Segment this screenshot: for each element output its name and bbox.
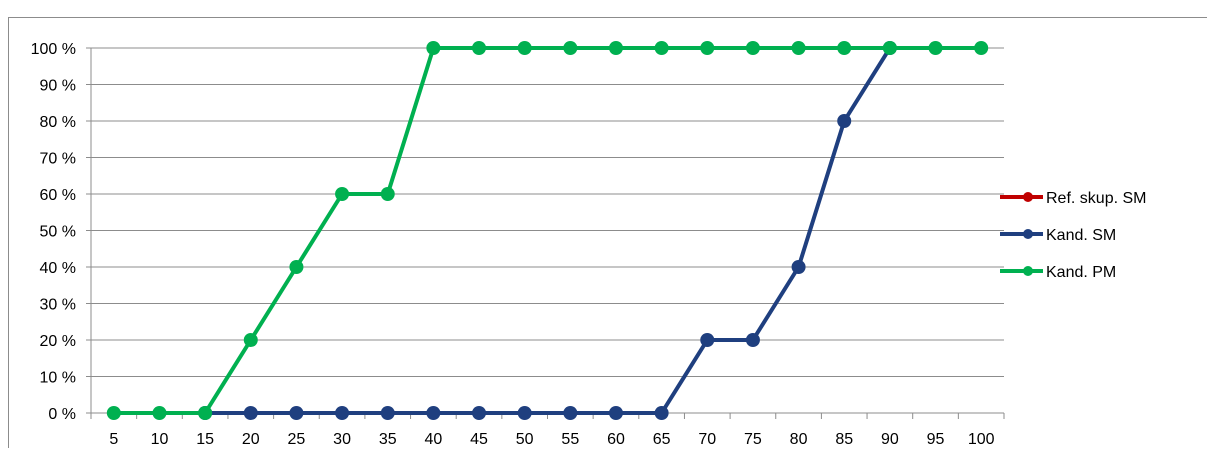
data-point [791,41,806,55]
series-group [106,41,989,420]
x-axis-tick-labels: 5 10 15 20 25 30 35 40 45 50 55 60 65 70 75 80 85 90 95 100 [109,431,994,448]
data-point [335,187,350,201]
data-point [426,406,441,420]
grid-lines [91,47,1004,377]
data-point [608,406,623,420]
x-tick-label: 65 [653,431,671,448]
x-tick-label: 80 [790,431,808,448]
x-tick-label: 20 [242,431,260,448]
data-point [745,41,760,55]
legend-swatch-marker [1023,229,1033,239]
series-line [113,46,982,415]
x-tick-label: 25 [288,431,306,448]
data-point [243,406,258,420]
x-tick-label: 15 [196,431,214,448]
data-point [243,333,258,347]
legend-item: Kand. SM [1000,227,1116,244]
x-tick-label: 45 [470,431,488,448]
y-tick-label: 100 % [31,41,76,58]
x-tick-label: 50 [516,431,534,448]
y-tick-label: 90 % [40,78,76,95]
y-tick-label: 40 % [40,260,76,277]
legend-swatch-marker [1023,266,1033,276]
data-point [517,41,532,55]
data-point [608,41,623,55]
data-point [106,406,121,420]
y-tick-label: 80 % [40,114,76,131]
data-point [426,41,441,55]
data-point [791,260,806,274]
x-tick-label: 85 [835,431,853,448]
x-tick-label: 60 [607,431,625,448]
data-point [472,41,487,55]
legend-label: Ref. skup. SM [1046,190,1146,207]
x-tick-label: 55 [561,431,579,448]
data-point [380,406,395,420]
data-point [472,406,487,420]
data-point [152,406,167,420]
x-tick-label: 5 [109,431,118,448]
legend: Ref. skup. SM Kand. SM Kand. PM [1000,190,1146,281]
data-point [198,406,213,420]
chart-frame [8,17,1207,448]
y-tick-label: 30 % [40,297,76,314]
legend-swatch-marker [1023,192,1033,202]
x-tick-label: 40 [424,431,442,448]
data-point [517,406,532,420]
legend-label: Kand. SM [1046,227,1116,244]
y-tick-label: 50 % [40,224,76,241]
x-tick-label: 30 [333,431,351,448]
x-tick-label: 95 [927,431,945,448]
data-point [837,114,852,128]
data-point [882,41,897,55]
series-line [205,46,892,415]
x-tick-label: 90 [881,431,899,448]
data-point [335,406,350,420]
y-tick-label: 0 % [48,406,76,423]
y-axis-tick-labels: 0 % 10 % 20 % 30 % 40 % 50 % 60 % 70 % 80 % 90 % 1… [31,41,76,423]
y-tick-label: 10 % [40,370,76,387]
x-tick-label: 70 [698,431,716,448]
data-point [654,41,669,55]
data-point [700,41,715,55]
x-tick-label: 35 [379,431,397,448]
legend-item: Kand. PM [1000,264,1116,281]
axes [86,47,1005,419]
data-point [700,333,715,347]
data-point [837,41,852,55]
data-point [289,406,304,420]
data-point [928,41,943,55]
legend-item: Ref. skup. SM [1000,190,1146,207]
data-point [563,406,578,420]
data-point [654,406,669,420]
y-tick-label: 70 % [40,151,76,168]
data-point [563,41,578,55]
y-tick-label: 60 % [40,187,76,204]
data-point [745,333,760,347]
x-tick-label: 10 [151,431,169,448]
data-point [380,187,395,201]
x-tick-label: 100 [968,431,995,448]
legend-label: Kand. PM [1046,264,1116,281]
data-point [974,41,989,55]
data-point [289,260,304,274]
y-tick-label: 20 % [40,333,76,350]
series-kand-pm [106,41,989,420]
x-tick-label: 75 [744,431,762,448]
